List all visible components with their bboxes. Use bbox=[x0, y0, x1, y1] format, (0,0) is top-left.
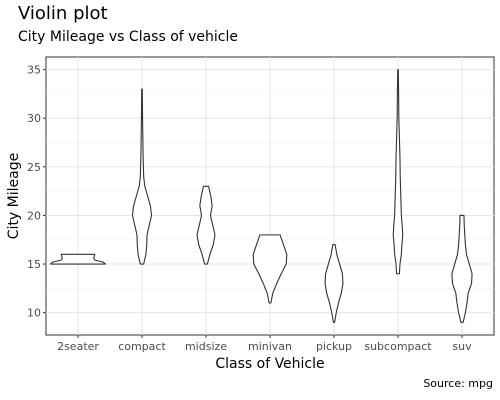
x-axis: 2seater compact midsize minivan pickup subcom… bbox=[57, 335, 472, 353]
violin-pickup bbox=[324, 244, 344, 323]
x-tick-label: suv bbox=[452, 340, 472, 353]
chart-caption: Source: mpg bbox=[423, 377, 493, 390]
x-tick-label: 2seater bbox=[57, 340, 99, 353]
y-tick-label: 35 bbox=[27, 64, 41, 77]
y-axis-title: City Mileage bbox=[6, 153, 22, 239]
y-tick-label: 30 bbox=[27, 112, 41, 125]
chart-subtitle: City Mileage vs Class of vehicle bbox=[18, 29, 239, 45]
y-tick-label: 15 bbox=[27, 258, 41, 271]
violin-midsize bbox=[196, 185, 216, 265]
y-axis: 10 15 20 25 30 35 bbox=[27, 64, 46, 320]
x-tick-label: minivan bbox=[248, 340, 292, 353]
x-tick-label: midsize bbox=[185, 340, 227, 353]
violin-minivan bbox=[252, 234, 288, 304]
violin-subcompact bbox=[392, 69, 404, 275]
x-axis-title: Class of Vehicle bbox=[215, 356, 324, 372]
grid-lines bbox=[46, 57, 494, 335]
violin-2seater bbox=[50, 253, 106, 265]
violin-compact bbox=[131, 88, 153, 265]
violin-group bbox=[50, 69, 473, 323]
y-tick-label: 25 bbox=[27, 161, 41, 174]
x-tick-label: compact bbox=[118, 340, 166, 353]
y-tick-label: 20 bbox=[27, 209, 41, 222]
y-tick-label: 10 bbox=[27, 307, 41, 320]
violin-suv bbox=[451, 214, 473, 323]
x-tick-label: pickup bbox=[316, 340, 352, 353]
x-tick-label: subcompact bbox=[364, 340, 432, 353]
chart-title: Violin plot bbox=[18, 3, 108, 24]
